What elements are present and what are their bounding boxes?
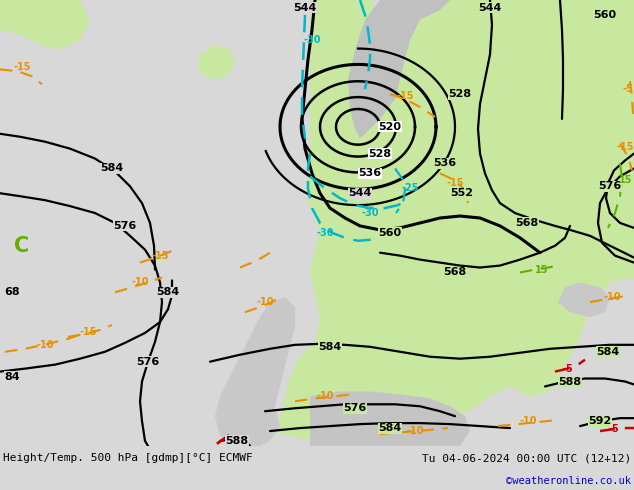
Text: 584: 584 (100, 164, 124, 173)
Text: 576: 576 (113, 221, 136, 231)
Text: 536: 536 (358, 169, 382, 178)
Text: -10: -10 (406, 426, 424, 436)
Text: 584: 584 (318, 342, 342, 352)
Text: -10: -10 (603, 292, 621, 302)
Text: -5: -5 (562, 364, 573, 373)
Text: -15: -15 (152, 251, 169, 261)
Text: -30: -30 (316, 228, 333, 238)
Text: 544: 544 (478, 3, 501, 13)
Text: -30: -30 (303, 35, 321, 45)
Text: 552: 552 (451, 188, 474, 198)
Text: C: C (15, 236, 30, 256)
Text: 15: 15 (619, 175, 633, 185)
Text: -5: -5 (609, 424, 619, 434)
Polygon shape (198, 45, 235, 79)
Text: 528: 528 (448, 89, 472, 99)
Text: -10: -10 (36, 340, 54, 350)
Text: -5: -5 (623, 84, 633, 94)
Text: 576: 576 (344, 403, 366, 413)
Text: 520: 520 (378, 122, 401, 132)
Text: 568: 568 (515, 218, 539, 228)
Polygon shape (0, 0, 90, 49)
Text: -15: -15 (79, 327, 97, 337)
Text: Tu 04-06-2024 00:00 UTC (12+12): Tu 04-06-2024 00:00 UTC (12+12) (422, 453, 631, 463)
Text: -10: -10 (519, 416, 537, 426)
Text: 68: 68 (4, 287, 20, 297)
Text: 84: 84 (4, 371, 20, 382)
Text: -15: -15 (446, 178, 463, 188)
Text: 576: 576 (136, 357, 160, 367)
Text: 560: 560 (378, 228, 401, 238)
Text: 568: 568 (443, 268, 467, 277)
Text: Height/Temp. 500 hPa [gdmp][°C] ECMWF: Height/Temp. 500 hPa [gdmp][°C] ECMWF (3, 453, 253, 463)
Polygon shape (348, 0, 450, 139)
Text: -15: -15 (616, 142, 634, 151)
Text: 592: 592 (588, 416, 612, 426)
Text: 588: 588 (559, 377, 581, 388)
Polygon shape (0, 0, 40, 25)
Text: 544: 544 (348, 188, 372, 198)
Text: -10: -10 (316, 392, 333, 401)
Text: 584: 584 (157, 287, 179, 297)
Text: -30: -30 (361, 208, 378, 218)
Text: -15: -15 (396, 91, 414, 101)
Text: 584: 584 (378, 423, 401, 433)
Text: 588: 588 (226, 436, 249, 446)
Polygon shape (558, 282, 610, 317)
Text: ©weatheronline.co.uk: ©weatheronline.co.uk (506, 476, 631, 486)
Text: -10: -10 (256, 297, 274, 307)
Text: -15: -15 (13, 62, 31, 73)
Text: 528: 528 (368, 148, 392, 159)
Text: 536: 536 (434, 158, 456, 169)
Text: 544: 544 (294, 3, 317, 13)
Text: -25: -25 (401, 183, 418, 193)
Text: 15: 15 (535, 265, 549, 274)
Text: -10: -10 (131, 277, 149, 288)
Polygon shape (215, 297, 295, 446)
Text: 584: 584 (597, 347, 619, 357)
Text: 560: 560 (593, 10, 616, 20)
Text: 576: 576 (598, 181, 621, 191)
Polygon shape (270, 0, 634, 441)
Polygon shape (310, 392, 470, 446)
